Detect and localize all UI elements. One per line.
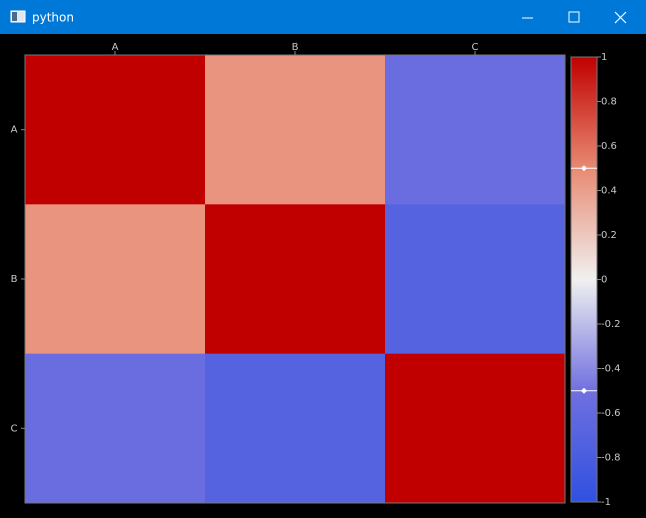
x-tick-label: C bbox=[472, 42, 479, 53]
x-tick-label: A bbox=[112, 42, 119, 53]
colorbar-tick-label: 0.6 bbox=[601, 141, 617, 152]
heatmap-cell bbox=[25, 55, 206, 205]
y-tick-label: A bbox=[11, 125, 18, 136]
y-tick-label: B bbox=[11, 274, 18, 285]
y-tick-label: C bbox=[11, 423, 18, 434]
maximize-button[interactable] bbox=[568, 11, 580, 23]
heatmap-cell bbox=[205, 353, 386, 504]
colorbar-tick-label: -0.2 bbox=[601, 319, 621, 330]
colorbar-tick-label: 1 bbox=[601, 52, 607, 63]
x-tick-label: B bbox=[292, 42, 299, 53]
colorbar-tick-label: 0 bbox=[601, 275, 607, 286]
colorbar bbox=[570, 56, 598, 503]
colorbar-tick-label: -0.8 bbox=[601, 453, 621, 464]
app-icon-part bbox=[12, 12, 17, 21]
window-title: python bbox=[32, 11, 74, 25]
app-icon bbox=[10, 10, 26, 23]
title-bar bbox=[0, 0, 646, 34]
heatmap-cell bbox=[385, 55, 566, 205]
colorbar-tick-label: -0.6 bbox=[601, 408, 621, 419]
heatmap-cell bbox=[205, 204, 386, 355]
level-handle[interactable] bbox=[581, 165, 587, 172]
colorbar-tick-label: 0.4 bbox=[601, 186, 617, 197]
colorbar-tick-label: 0.2 bbox=[601, 230, 617, 241]
heatmap-cell bbox=[385, 353, 566, 504]
plot: A A B B C C 1 0.8 0.6 0.4 0.2 0 -0.2 -0.4 -0.6 -0.8 -1 bbox=[11, 42, 621, 508]
close-button[interactable] bbox=[614, 11, 627, 24]
heatmap-cell bbox=[385, 204, 566, 355]
level-handle[interactable] bbox=[581, 387, 587, 394]
heatmap-cell bbox=[25, 204, 206, 355]
heatmap-cell bbox=[205, 55, 386, 205]
colorbar-tick-label: 0.8 bbox=[601, 97, 617, 108]
colorbar-tick-label: -1 bbox=[601, 497, 611, 508]
heatmap-cell bbox=[25, 353, 206, 504]
colorbar-tick-label: -0.4 bbox=[601, 364, 621, 375]
